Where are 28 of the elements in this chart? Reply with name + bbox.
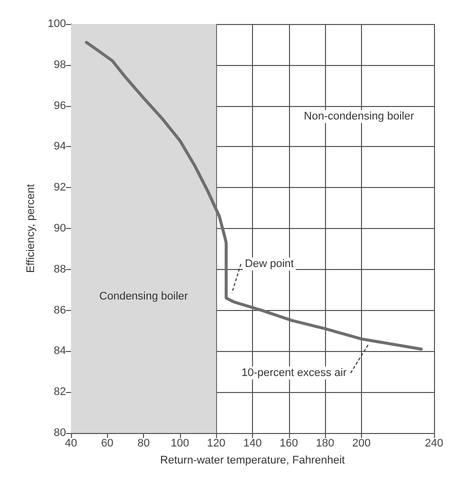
x-tick-label: 180	[316, 438, 334, 450]
x-tick-label: 80	[137, 438, 150, 450]
y-tick-label: 100	[48, 18, 66, 30]
y-tick-label: 80	[54, 427, 66, 439]
y-tick-label: 82	[54, 386, 66, 398]
band-label: Condensing boiler	[99, 290, 188, 302]
x-axis-title: Return-water temperature, Fahrenheit	[160, 454, 345, 466]
y-axis-title: Efficiency, percent	[25, 184, 38, 273]
x-tick-label: 120	[207, 438, 226, 450]
line-series	[84, 40, 423, 351]
y-tick-label: 98	[54, 58, 66, 71]
x-tick-label: 60	[101, 438, 114, 450]
y-tick-label: 94	[54, 140, 66, 153]
annotation: Dew point	[244, 258, 294, 270]
x-tick-label: 160	[280, 438, 298, 450]
x-tick-label: 40	[64, 438, 78, 450]
x-tick-label: 100	[170, 438, 190, 450]
x-tick-label: 240	[424, 438, 444, 450]
y-tick-label: 88	[54, 263, 66, 276]
annotation: Non-condensing boiler	[304, 110, 414, 122]
y-tick-label: 84	[54, 345, 66, 358]
x-tick-label: 140	[243, 438, 262, 450]
y-tick-label: 90	[54, 222, 66, 234]
x-tick-label: 200	[352, 438, 371, 450]
y-tick-label: 92	[54, 182, 66, 194]
y-tick-label: 86	[54, 304, 66, 316]
y-tick-label: 96	[54, 100, 66, 112]
annotation: 10-percent excess air	[241, 366, 347, 379]
